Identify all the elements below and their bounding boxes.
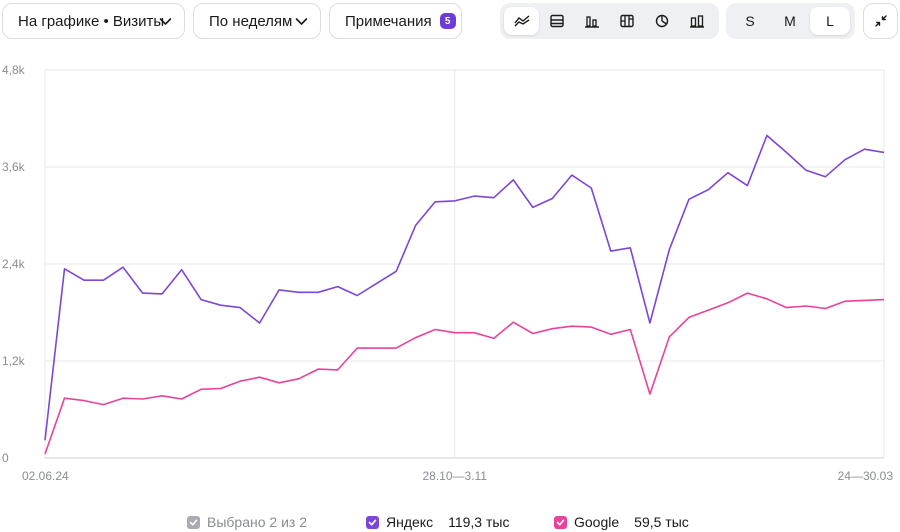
series-line xyxy=(44,292,885,455)
x-axis: 02.06.24 28.10—3.11 24—30.03 xyxy=(22,469,893,483)
series-points xyxy=(44,292,886,456)
legend: Выбрано 2 из 2 Яндекс 119,3 тыс Google 5… xyxy=(0,512,900,532)
line-chart: 0 1,2k 2,4k 3,6k 4,8k 02.06.24 28.10—3.11 24—3… xyxy=(2,63,893,483)
y-tick-label: 1,2k xyxy=(2,354,26,368)
size-m-button[interactable]: M xyxy=(770,7,810,35)
bar-chart-type-button[interactable] xyxy=(574,7,609,35)
notes-count-badge: 5 xyxy=(439,13,456,29)
size-l-button[interactable]: L xyxy=(810,7,850,35)
x-tick-label: 02.06.24 xyxy=(22,469,69,483)
chart-size-switcher: S M L xyxy=(726,3,855,39)
stacked-bar-chart-icon xyxy=(620,14,634,28)
collapse-icon xyxy=(874,15,887,27)
x-tick-label: 28.10—3.11 xyxy=(422,469,487,483)
legend-select-all[interactable]: Выбрано 2 из 2 xyxy=(187,514,307,530)
metric-select-button[interactable]: На графике • Визиты xyxy=(2,3,185,39)
area-chart-icon xyxy=(550,14,564,28)
x-tick-label: 24—30.03 xyxy=(838,469,894,483)
area-chart-type-button[interactable] xyxy=(539,7,574,35)
notes-label: Примечания xyxy=(345,12,432,30)
chevron-down-icon xyxy=(159,18,172,25)
y-tick-label: 4,8k xyxy=(2,63,26,77)
chevron-down-icon xyxy=(295,18,308,25)
legend-series-name: Яндекс xyxy=(386,514,434,530)
legend-series-total: 59,5 тыс xyxy=(634,514,689,530)
y-tick-label: 2,4k xyxy=(2,257,26,271)
checkbox-icon xyxy=(366,515,379,529)
legend-series-total: 119,3 тыс xyxy=(448,514,510,530)
legend-selected-text: Выбрано 2 из 2 xyxy=(207,514,307,530)
checkbox-icon xyxy=(187,515,200,529)
chart-type-switcher xyxy=(500,3,719,39)
y-tick-label: 0 xyxy=(2,451,9,465)
y-axis: 0 1,2k 2,4k 3,6k 4,8k xyxy=(2,63,26,465)
series-layer xyxy=(44,134,886,456)
grid-layer xyxy=(44,69,885,459)
metric-select-label: На графике • Визиты xyxy=(18,12,165,30)
toolbar: На графике • Визиты По неделям Примечани… xyxy=(0,0,900,42)
pie-chart-icon xyxy=(656,14,669,28)
line-chart-icon xyxy=(514,15,530,27)
pie-chart-type-button[interactable] xyxy=(645,7,680,35)
size-l-label: L xyxy=(826,13,834,29)
y-tick-label: 3,6k xyxy=(2,160,26,174)
series-points xyxy=(44,134,886,442)
size-s-label: S xyxy=(745,13,755,29)
stacked-bar-chart-type-button[interactable] xyxy=(610,7,645,35)
period-select-button[interactable]: По неделям xyxy=(193,3,321,39)
notes-button[interactable]: Примечания 5 xyxy=(329,3,462,39)
legend-item-yandex[interactable]: Яндекс 119,3 тыс xyxy=(366,514,509,530)
checkbox-icon xyxy=(554,515,567,529)
column-chart-type-button[interactable] xyxy=(680,7,715,35)
line-chart-type-button[interactable] xyxy=(504,7,540,35)
legend-series-name: Google xyxy=(574,514,620,530)
size-m-label: M xyxy=(784,13,796,29)
bar-chart-icon xyxy=(584,16,599,28)
legend-item-google[interactable]: Google 59,5 тыс xyxy=(554,514,689,530)
period-select-label: По неделям xyxy=(209,12,293,30)
series-line xyxy=(44,134,885,441)
column-chart-icon xyxy=(690,15,705,28)
size-s-button[interactable]: S xyxy=(730,7,770,35)
collapse-button[interactable] xyxy=(863,3,898,39)
